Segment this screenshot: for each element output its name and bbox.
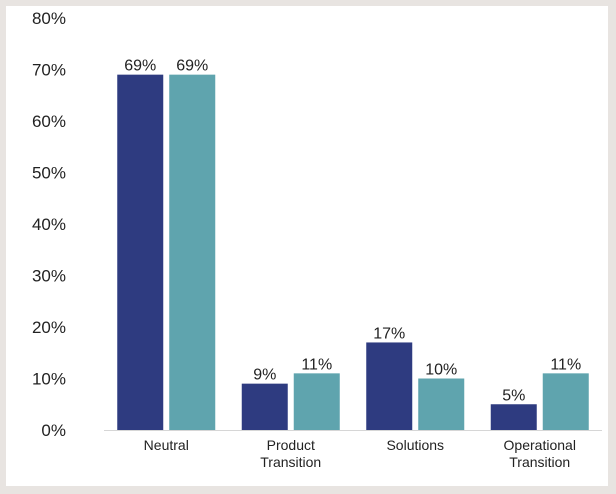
bar <box>293 373 340 430</box>
data-label: 11% <box>550 356 581 373</box>
data-label: 9% <box>253 367 276 384</box>
data-label: 11% <box>301 356 332 373</box>
x-tick-label: Solutions <box>386 437 444 453</box>
y-tick-label: 10% <box>32 370 66 389</box>
x-tick-label-line: Transition <box>509 454 570 470</box>
chart-panel: 0% 10% 20% 30% 40% 50% 60% 70% 80% 69% 69% 9% 11% 17… <box>6 6 608 486</box>
x-tick-label: Product Transition <box>260 437 321 470</box>
y-tick-label: 0% <box>41 421 66 440</box>
bar <box>241 383 288 430</box>
data-label: 17% <box>373 325 405 342</box>
bar <box>366 342 413 430</box>
x-tick-label-line: Transition <box>260 454 321 470</box>
x-tick-label-line: Product <box>267 437 315 453</box>
y-tick-label: 20% <box>32 318 66 337</box>
bar <box>490 404 537 430</box>
y-tick-label: 60% <box>32 112 66 131</box>
data-label: 5% <box>502 387 525 404</box>
bar <box>418 378 465 430</box>
y-tick-label: 50% <box>32 164 66 183</box>
bar-series: 69% 69% 9% 11% 17% 10% 5% 11% <box>117 58 589 431</box>
y-tick-label: 30% <box>32 267 66 286</box>
bar <box>169 74 216 431</box>
bar <box>542 373 589 430</box>
x-tick-label: Neutral <box>144 437 189 453</box>
data-label: 69% <box>124 58 156 75</box>
data-label: 10% <box>425 362 457 379</box>
data-label: 69% <box>176 58 208 75</box>
x-tick-label-line: Neutral <box>144 437 189 453</box>
y-axis: 0% 10% 20% 30% 40% 50% 60% 70% 80% <box>32 9 66 440</box>
x-tick-label: Operational Transition <box>504 437 576 470</box>
x-tick-label-line: Solutions <box>386 437 444 453</box>
x-tick-label-line: Operational <box>504 437 576 453</box>
y-tick-label: 40% <box>32 215 66 234</box>
y-tick-label: 80% <box>32 9 66 28</box>
bar-chart: 0% 10% 20% 30% 40% 50% 60% 70% 80% 69% 69% 9% 11% 17… <box>32 9 602 470</box>
bar <box>117 74 164 431</box>
y-tick-label: 70% <box>32 61 66 80</box>
